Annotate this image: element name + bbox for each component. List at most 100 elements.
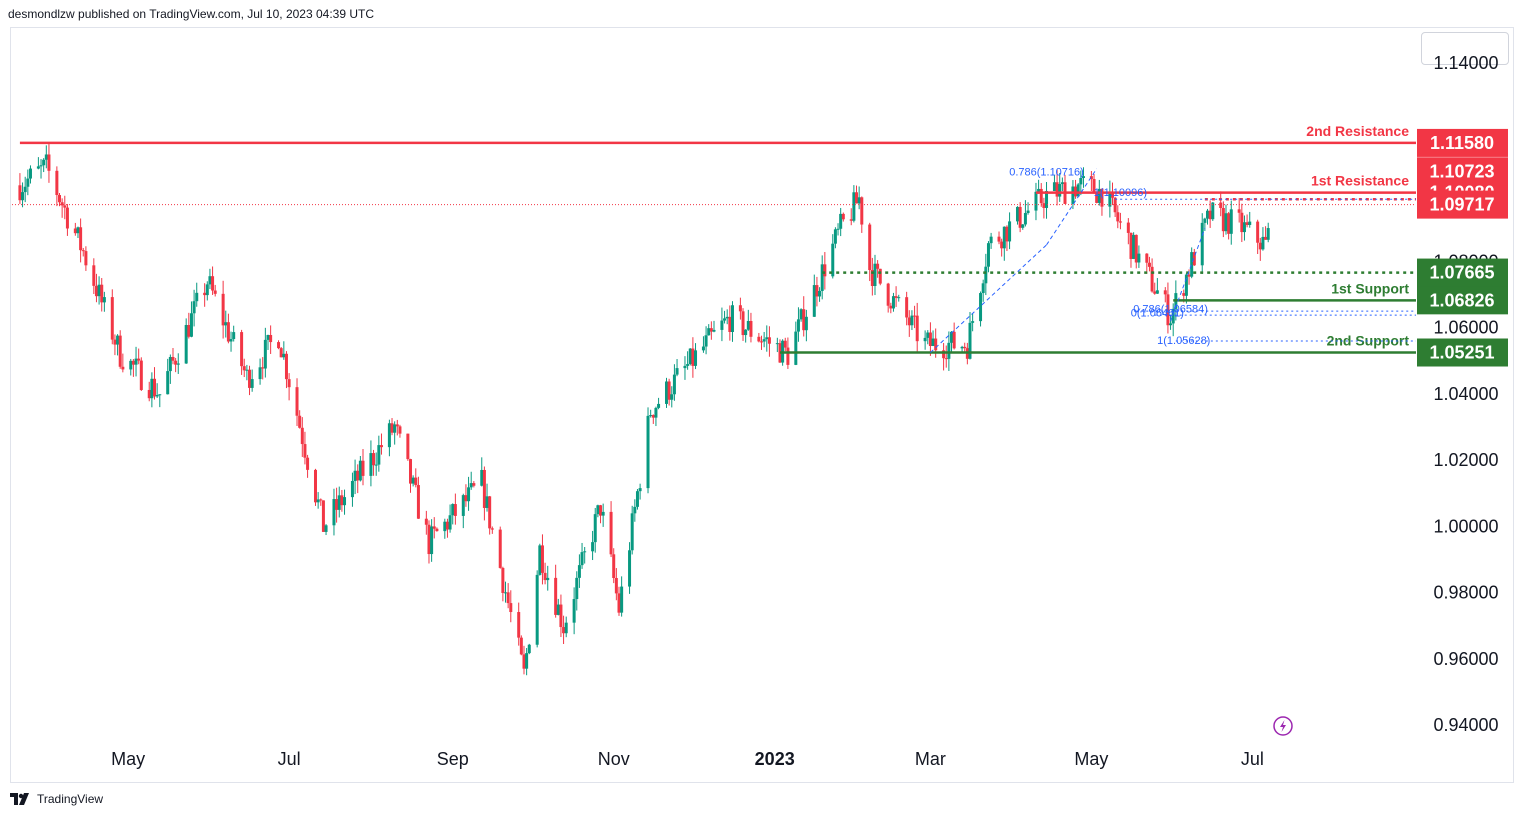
candle-body [485, 496, 489, 508]
candle-body [794, 331, 798, 365]
candle-body [1211, 202, 1215, 220]
candle-body [691, 348, 695, 366]
candle-body [451, 504, 455, 516]
candle-body [593, 514, 597, 543]
candle-body [889, 305, 893, 309]
candle-body [522, 654, 526, 669]
candle-body [498, 529, 502, 568]
resistance-badge-bg [1417, 157, 1508, 186]
candle-body [562, 627, 566, 634]
candle-body [424, 518, 428, 525]
candle-body [1118, 221, 1122, 223]
candle-body [823, 264, 827, 277]
candle-body [303, 444, 307, 458]
candle-body [153, 378, 157, 397]
candle-body [358, 460, 362, 481]
candle-body [379, 445, 383, 448]
candle-body [527, 644, 531, 654]
candle-body [166, 371, 170, 395]
candle-body [894, 296, 898, 298]
candle-body [171, 356, 175, 361]
candle-body [1203, 218, 1207, 223]
candle-body [453, 504, 457, 516]
candle-body [60, 202, 64, 206]
candle-body [1015, 206, 1019, 222]
candle-body [1163, 290, 1167, 295]
chart-frame [10, 27, 1514, 783]
candle-body [176, 363, 180, 365]
candle-body [591, 542, 595, 552]
candle-body [134, 358, 138, 365]
candle-body [947, 342, 951, 359]
footer-logo[interactable]: TradingView [10, 792, 103, 806]
candle-body [1171, 308, 1175, 324]
candle-body [232, 332, 236, 340]
candle-body [630, 513, 634, 551]
candle-body [461, 495, 465, 516]
candle-body [92, 265, 96, 286]
candle-body [712, 329, 716, 332]
candle-body [113, 339, 117, 345]
candle-body [857, 197, 861, 204]
candle-body [242, 366, 246, 371]
candle-body [1126, 222, 1130, 233]
price-badges: 1.115801.100801.076651.068261.052511.107… [1417, 128, 1508, 367]
candle-body [635, 491, 639, 507]
candle-body [820, 264, 824, 291]
candle-body [546, 577, 550, 581]
candle-body [981, 283, 985, 294]
candle-body [688, 348, 692, 365]
candle-body [445, 521, 449, 530]
candle-body [979, 293, 983, 322]
candle-body [554, 577, 558, 615]
lightning-icon[interactable] [1273, 716, 1293, 736]
x-tick-label: May [111, 749, 145, 769]
x-tick-label: Mar [915, 749, 946, 769]
candle-body [1155, 290, 1159, 294]
resistance-badge: 1.10723 [1429, 161, 1494, 181]
candle-body [744, 329, 748, 336]
candle-body [316, 499, 320, 503]
candle-body [387, 423, 391, 448]
candle-body [986, 243, 990, 267]
candle-body [1150, 266, 1154, 292]
candle-body [931, 338, 935, 346]
candle-body [1002, 226, 1006, 249]
candle-body [746, 320, 750, 330]
candle-body [599, 505, 603, 516]
candle-body [907, 317, 911, 326]
candle-body [730, 305, 734, 332]
candle-body [430, 526, 434, 555]
candle-body [649, 415, 653, 417]
candle-body [81, 250, 85, 252]
candle-body [1192, 252, 1196, 266]
candle-body [269, 334, 273, 343]
candle-body [1145, 253, 1149, 263]
y-tick-label: 1.02000 [1433, 450, 1498, 470]
candle-body [519, 637, 523, 655]
candle-body [250, 379, 254, 388]
candle-body [818, 290, 822, 297]
candle-body [65, 207, 69, 229]
candle-body [295, 387, 299, 416]
candle-body [984, 266, 988, 284]
candle-body [480, 469, 484, 486]
candle-body [997, 236, 1001, 242]
candles [18, 142, 1270, 676]
candle-body [416, 485, 420, 519]
chart-toolbar-button[interactable] [1421, 32, 1509, 65]
y-tick-label: 0.96000 [1433, 649, 1498, 669]
candle-body [58, 195, 62, 203]
support-badge: 1.05251 [1429, 343, 1494, 363]
candle-body [538, 545, 542, 575]
candle-body [628, 550, 632, 587]
candle-body [221, 293, 225, 326]
candle-body [638, 488, 642, 492]
candle-body [116, 335, 120, 345]
candle-body [1092, 179, 1096, 194]
candle-body [258, 367, 262, 380]
candle-body [205, 284, 209, 296]
candle-body [540, 545, 544, 573]
candle-body [36, 166, 40, 169]
